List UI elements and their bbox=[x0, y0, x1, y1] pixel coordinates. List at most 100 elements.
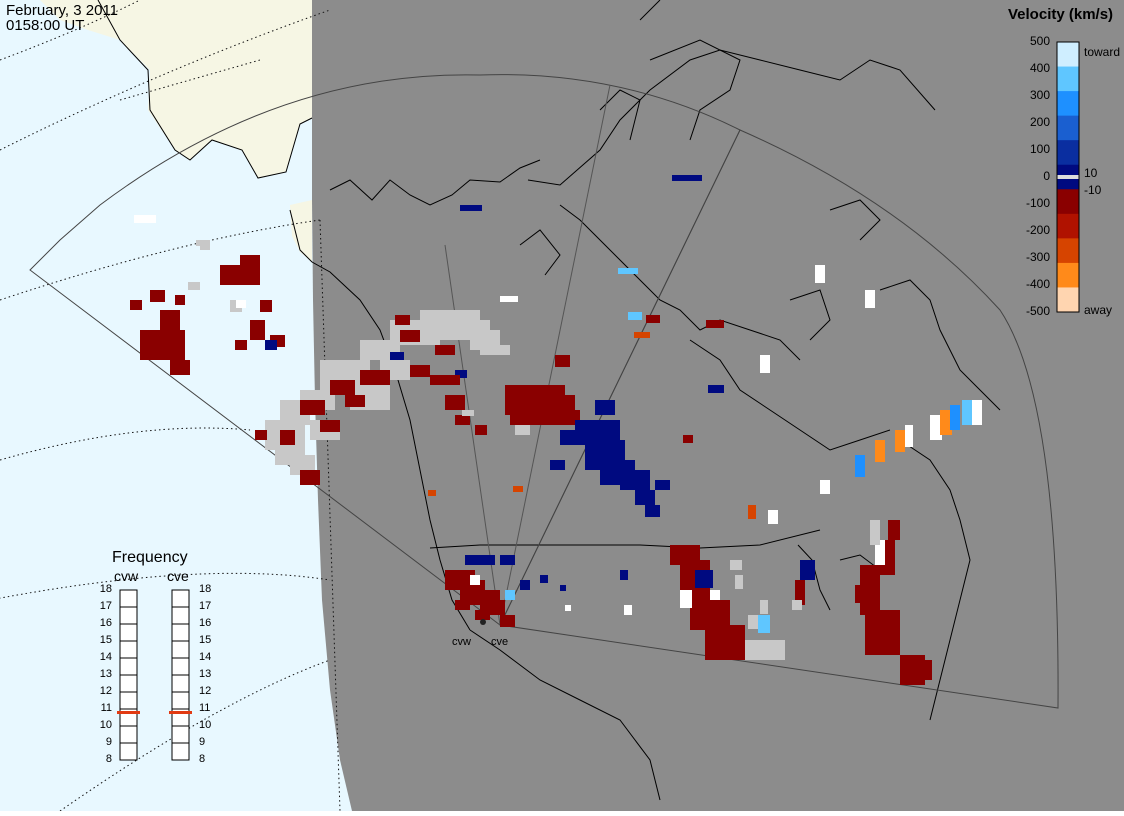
scatter-cell bbox=[470, 575, 480, 585]
inner-label-pos: 10 bbox=[1084, 166, 1098, 180]
scatter-cell bbox=[330, 380, 355, 395]
scatter-cell bbox=[962, 400, 972, 425]
scatter-cell bbox=[300, 470, 320, 485]
colorbar-segment bbox=[1057, 91, 1079, 117]
scatter-cell bbox=[870, 520, 880, 545]
scatter-cell bbox=[620, 470, 650, 490]
scatter-cell bbox=[345, 395, 365, 407]
scatter-cell bbox=[930, 415, 942, 440]
scatter-cell bbox=[620, 570, 628, 580]
scatter-cell bbox=[715, 650, 745, 660]
scatter-cell bbox=[680, 590, 692, 608]
scatter-cell bbox=[800, 560, 815, 580]
coastline bbox=[97, 0, 313, 179]
coastline bbox=[789, 289, 831, 341]
scatter-cell bbox=[635, 490, 655, 505]
scatter-cell bbox=[130, 300, 142, 310]
scatter-cell bbox=[445, 395, 465, 410]
scatter-cell bbox=[708, 385, 724, 393]
away-label: away bbox=[1084, 303, 1113, 317]
scatter-cell bbox=[455, 415, 470, 425]
scatter-cell bbox=[875, 540, 885, 565]
latitude-longitude-grid bbox=[0, 0, 341, 812]
frequency-scale-label: 16 bbox=[199, 617, 212, 629]
scatter-cell bbox=[565, 605, 571, 611]
day-land-south bbox=[290, 200, 312, 262]
frequency-scale-label: 14 bbox=[199, 651, 212, 663]
frequency-scale-label: 18 bbox=[99, 583, 112, 595]
scatter-cell bbox=[560, 585, 566, 591]
colorbar-tick-label: 400 bbox=[1029, 61, 1050, 75]
cvw-field-of-view bbox=[29, 74, 741, 626]
scatter-cell bbox=[555, 355, 570, 367]
coastline bbox=[879, 279, 1001, 411]
coastline bbox=[639, 0, 661, 21]
frequency-indicator bbox=[117, 589, 192, 761]
scatter-cell bbox=[430, 375, 460, 385]
frequency-scale-label: 15 bbox=[199, 634, 212, 646]
colorbar-segment bbox=[1057, 262, 1079, 288]
grid-line bbox=[119, 59, 261, 101]
scatter-cell bbox=[815, 265, 825, 283]
scatter-cell bbox=[865, 290, 875, 308]
scatter-cell bbox=[624, 605, 632, 615]
scatter-cell bbox=[683, 435, 693, 443]
colorbar-segment bbox=[1057, 287, 1079, 313]
frequency-marker bbox=[169, 711, 192, 714]
scatter-cell bbox=[480, 345, 510, 355]
scatter-cell bbox=[465, 555, 495, 565]
scatter-cell bbox=[300, 400, 325, 415]
colorbar-segment bbox=[1057, 189, 1079, 215]
colorbar-frame bbox=[1056, 41, 1080, 313]
scatter-cell bbox=[760, 355, 770, 373]
toward-label: toward bbox=[1084, 45, 1121, 59]
coastline bbox=[429, 529, 821, 549]
frequency-scale-label: 12 bbox=[99, 685, 112, 697]
coastline bbox=[829, 199, 881, 241]
scatter-cell bbox=[792, 600, 802, 610]
frequency-scale-label: 12 bbox=[199, 685, 212, 697]
night-region bbox=[312, 0, 1124, 811]
scatter-cell bbox=[515, 425, 530, 435]
colorbar-segment bbox=[1057, 42, 1079, 68]
scatter-cell bbox=[500, 615, 515, 627]
coastline bbox=[519, 229, 561, 276]
scatter-cell bbox=[628, 312, 642, 320]
frequency-scale-label: 14 bbox=[99, 651, 112, 663]
scatter-cell bbox=[160, 310, 180, 330]
colorbar-tick-label: 500 bbox=[1029, 34, 1050, 48]
scatter-cell bbox=[505, 590, 515, 600]
coastline bbox=[649, 39, 741, 141]
scatter-cell bbox=[865, 610, 900, 655]
frequency-scale-label: 8 bbox=[199, 753, 206, 765]
scatter-cell bbox=[150, 290, 165, 302]
scatter-cell bbox=[940, 410, 952, 435]
colorbar-segment bbox=[1057, 213, 1079, 239]
frequency-scale-label: 9 bbox=[105, 736, 112, 748]
colorbar-tick-label: 200 bbox=[1029, 115, 1050, 129]
scatter-cell bbox=[280, 430, 295, 445]
scatter-cell bbox=[758, 615, 770, 633]
scatter-cell bbox=[645, 505, 660, 517]
scatter-cell bbox=[895, 430, 905, 452]
scatter-cell bbox=[140, 330, 185, 360]
scatter-cell bbox=[260, 300, 272, 312]
grid-line bbox=[0, 427, 251, 461]
colorbar-tick-label: -200 bbox=[1025, 223, 1050, 237]
frequency-title: Frequency bbox=[112, 549, 188, 566]
scatter-cell bbox=[855, 585, 867, 603]
scatter-cell bbox=[500, 555, 515, 565]
radar-site-label: cvw bbox=[452, 636, 471, 648]
scatter-cell bbox=[250, 320, 265, 340]
scatter-cell bbox=[595, 400, 615, 415]
scatter-cell bbox=[706, 320, 724, 328]
scatter-cell bbox=[235, 340, 247, 350]
scatter-cell bbox=[768, 510, 778, 524]
scatter-cell bbox=[435, 345, 455, 355]
scatter-cell bbox=[920, 660, 932, 680]
scatter-cell bbox=[475, 610, 490, 620]
grid-line bbox=[0, 572, 331, 599]
frequency-scale-label: 11 bbox=[100, 702, 112, 714]
